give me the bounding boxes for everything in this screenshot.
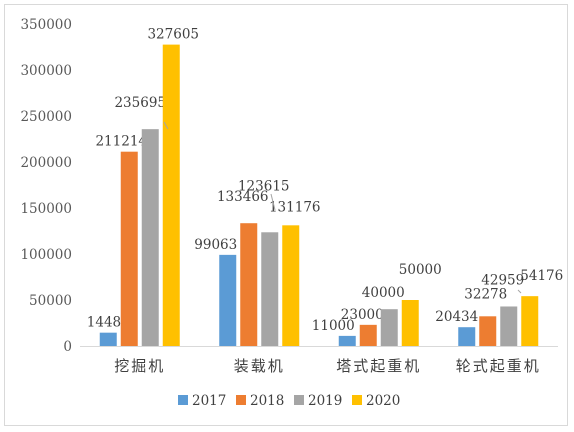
data-label: 11000 bbox=[312, 318, 355, 334]
bar-2017-2 bbox=[338, 335, 356, 346]
data-label: 235695 bbox=[114, 95, 166, 111]
y-tick-label: 300000 bbox=[20, 63, 72, 79]
data-label: 42959 bbox=[481, 272, 524, 288]
leader-line bbox=[163, 121, 169, 130]
category-label: 挖掘机 bbox=[114, 357, 165, 375]
bar-2017-3 bbox=[458, 327, 476, 346]
legend-label: 2017 bbox=[192, 393, 226, 409]
data-label: 99063 bbox=[194, 237, 237, 253]
legend-swatch-2020 bbox=[352, 395, 362, 405]
data-label: 20434 bbox=[435, 309, 478, 325]
bar-2019-3 bbox=[500, 306, 518, 346]
data-label: 131176 bbox=[269, 199, 321, 215]
data-label: 23000 bbox=[341, 307, 384, 323]
bar-2020-0 bbox=[162, 44, 180, 347]
legend-swatch-2018 bbox=[236, 395, 246, 405]
data-label: 123615 bbox=[238, 178, 290, 194]
bar-2020-2 bbox=[401, 300, 419, 346]
bar-2018-1 bbox=[240, 223, 258, 346]
data-label: 54176 bbox=[520, 268, 563, 284]
y-tick-label: 350000 bbox=[20, 17, 72, 33]
category-label: 装载机 bbox=[234, 357, 285, 375]
category-label: 轮式起重机 bbox=[456, 357, 541, 375]
y-tick-label: 250000 bbox=[20, 109, 72, 125]
bar-2018-3 bbox=[479, 316, 497, 346]
data-label: 14487 bbox=[87, 315, 130, 331]
bar-2020-3 bbox=[521, 296, 539, 346]
y-tick-label: 150000 bbox=[20, 201, 72, 217]
data-label: 40000 bbox=[362, 285, 405, 301]
data-label: 327605 bbox=[147, 27, 199, 43]
legend-label: 2018 bbox=[250, 393, 284, 409]
legend-label: 2019 bbox=[308, 393, 342, 409]
bar-2020-1 bbox=[282, 225, 300, 346]
bar-2018-2 bbox=[359, 324, 377, 346]
data-label: 32278 bbox=[464, 286, 507, 302]
bar-2019-1 bbox=[261, 232, 279, 346]
bar-2017-1 bbox=[219, 254, 237, 346]
chart-frame bbox=[4, 4, 568, 426]
bar-2017-0 bbox=[99, 332, 117, 346]
bar-2019-0 bbox=[141, 129, 159, 346]
data-label: 50000 bbox=[399, 262, 442, 278]
y-tick-label: 0 bbox=[63, 339, 72, 355]
data-label: 133466 bbox=[217, 189, 269, 205]
y-tick-label: 100000 bbox=[20, 247, 72, 263]
category-label: 塔式起重机 bbox=[336, 357, 421, 375]
legend-swatch-2019 bbox=[294, 395, 304, 405]
bar-2018-0 bbox=[120, 151, 138, 346]
y-tick-label: 200000 bbox=[20, 155, 72, 171]
data-label: 211214 bbox=[95, 134, 147, 150]
leader-line bbox=[270, 193, 276, 211]
legend-swatch-2017 bbox=[178, 395, 188, 405]
y-tick-label: 50000 bbox=[29, 293, 72, 309]
leader-line bbox=[517, 289, 522, 294]
legend-label: 2020 bbox=[366, 393, 400, 409]
bar-2019-2 bbox=[380, 309, 398, 346]
